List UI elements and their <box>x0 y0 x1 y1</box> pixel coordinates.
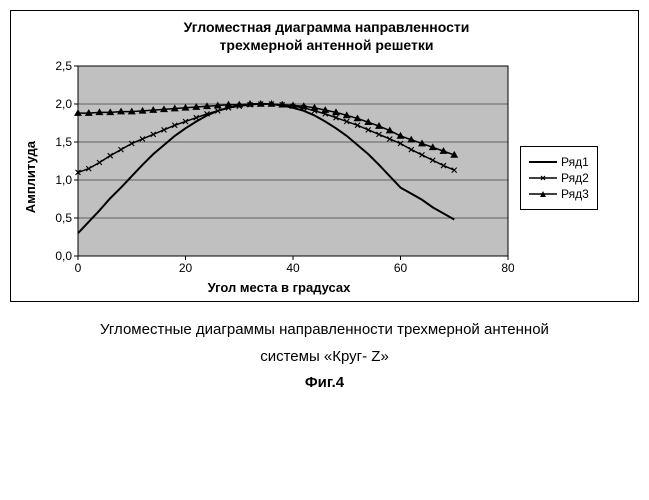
chart-title-line1: Угломестная диаграмма направленности <box>184 19 470 35</box>
legend-swatch-2 <box>529 171 557 185</box>
svg-text:0,0: 0,0 <box>55 249 72 263</box>
legend-swatch-1 <box>529 155 557 169</box>
chart-plot: 0,0 0,5 1,0 1,5 2,0 2,5 0 20 40 60 80 <box>44 60 514 278</box>
legend-item-2: Ряд2 <box>529 171 589 185</box>
legend-swatch-3 <box>529 187 557 201</box>
plot-row: Амплитуда 0,0 0,5 1,0 1,5 2,0 2,5 0 20 40 60 80 Уг… <box>23 60 630 295</box>
figure-caption: Угломестные диаграммы направленности тре… <box>10 316 639 370</box>
chart-container: Угломестная диаграмма направленности тре… <box>10 10 639 302</box>
legend-label-3: Ряд3 <box>561 187 589 201</box>
figure-label: Фиг.4 <box>10 374 639 391</box>
svg-text:20: 20 <box>179 261 193 275</box>
x-axis-label: Угол места в градусах <box>208 280 351 295</box>
legend-item-3: Ряд3 <box>529 187 589 201</box>
legend-label-1: Ряд1 <box>561 155 589 169</box>
svg-text:0,5: 0,5 <box>55 211 72 225</box>
svg-text:1,5: 1,5 <box>55 135 72 149</box>
svg-text:2,0: 2,0 <box>55 97 72 111</box>
svg-text:1,0: 1,0 <box>55 173 72 187</box>
chart-title: Угломестная диаграмма направленности тре… <box>23 19 630 54</box>
legend-label-2: Ряд2 <box>561 171 589 185</box>
svg-text:2,5: 2,5 <box>55 60 72 73</box>
svg-text:80: 80 <box>501 261 514 275</box>
y-axis-label: Амплитуда <box>23 141 38 213</box>
plot-column: 0,0 0,5 1,0 1,5 2,0 2,5 0 20 40 60 80 Угол места в… <box>44 60 514 295</box>
svg-text:40: 40 <box>286 261 300 275</box>
svg-text:0: 0 <box>75 261 82 275</box>
legend: Ряд1 Ряд2 Ряд3 <box>520 146 598 210</box>
caption-line1: Угломестные диаграммы направленности тре… <box>100 321 549 338</box>
chart-title-line2: трехмерной антенной решетки <box>220 37 434 53</box>
svg-text:60: 60 <box>394 261 408 275</box>
caption-line2: системы «Круг- Z» <box>260 348 389 365</box>
legend-item-1: Ряд1 <box>529 155 589 169</box>
